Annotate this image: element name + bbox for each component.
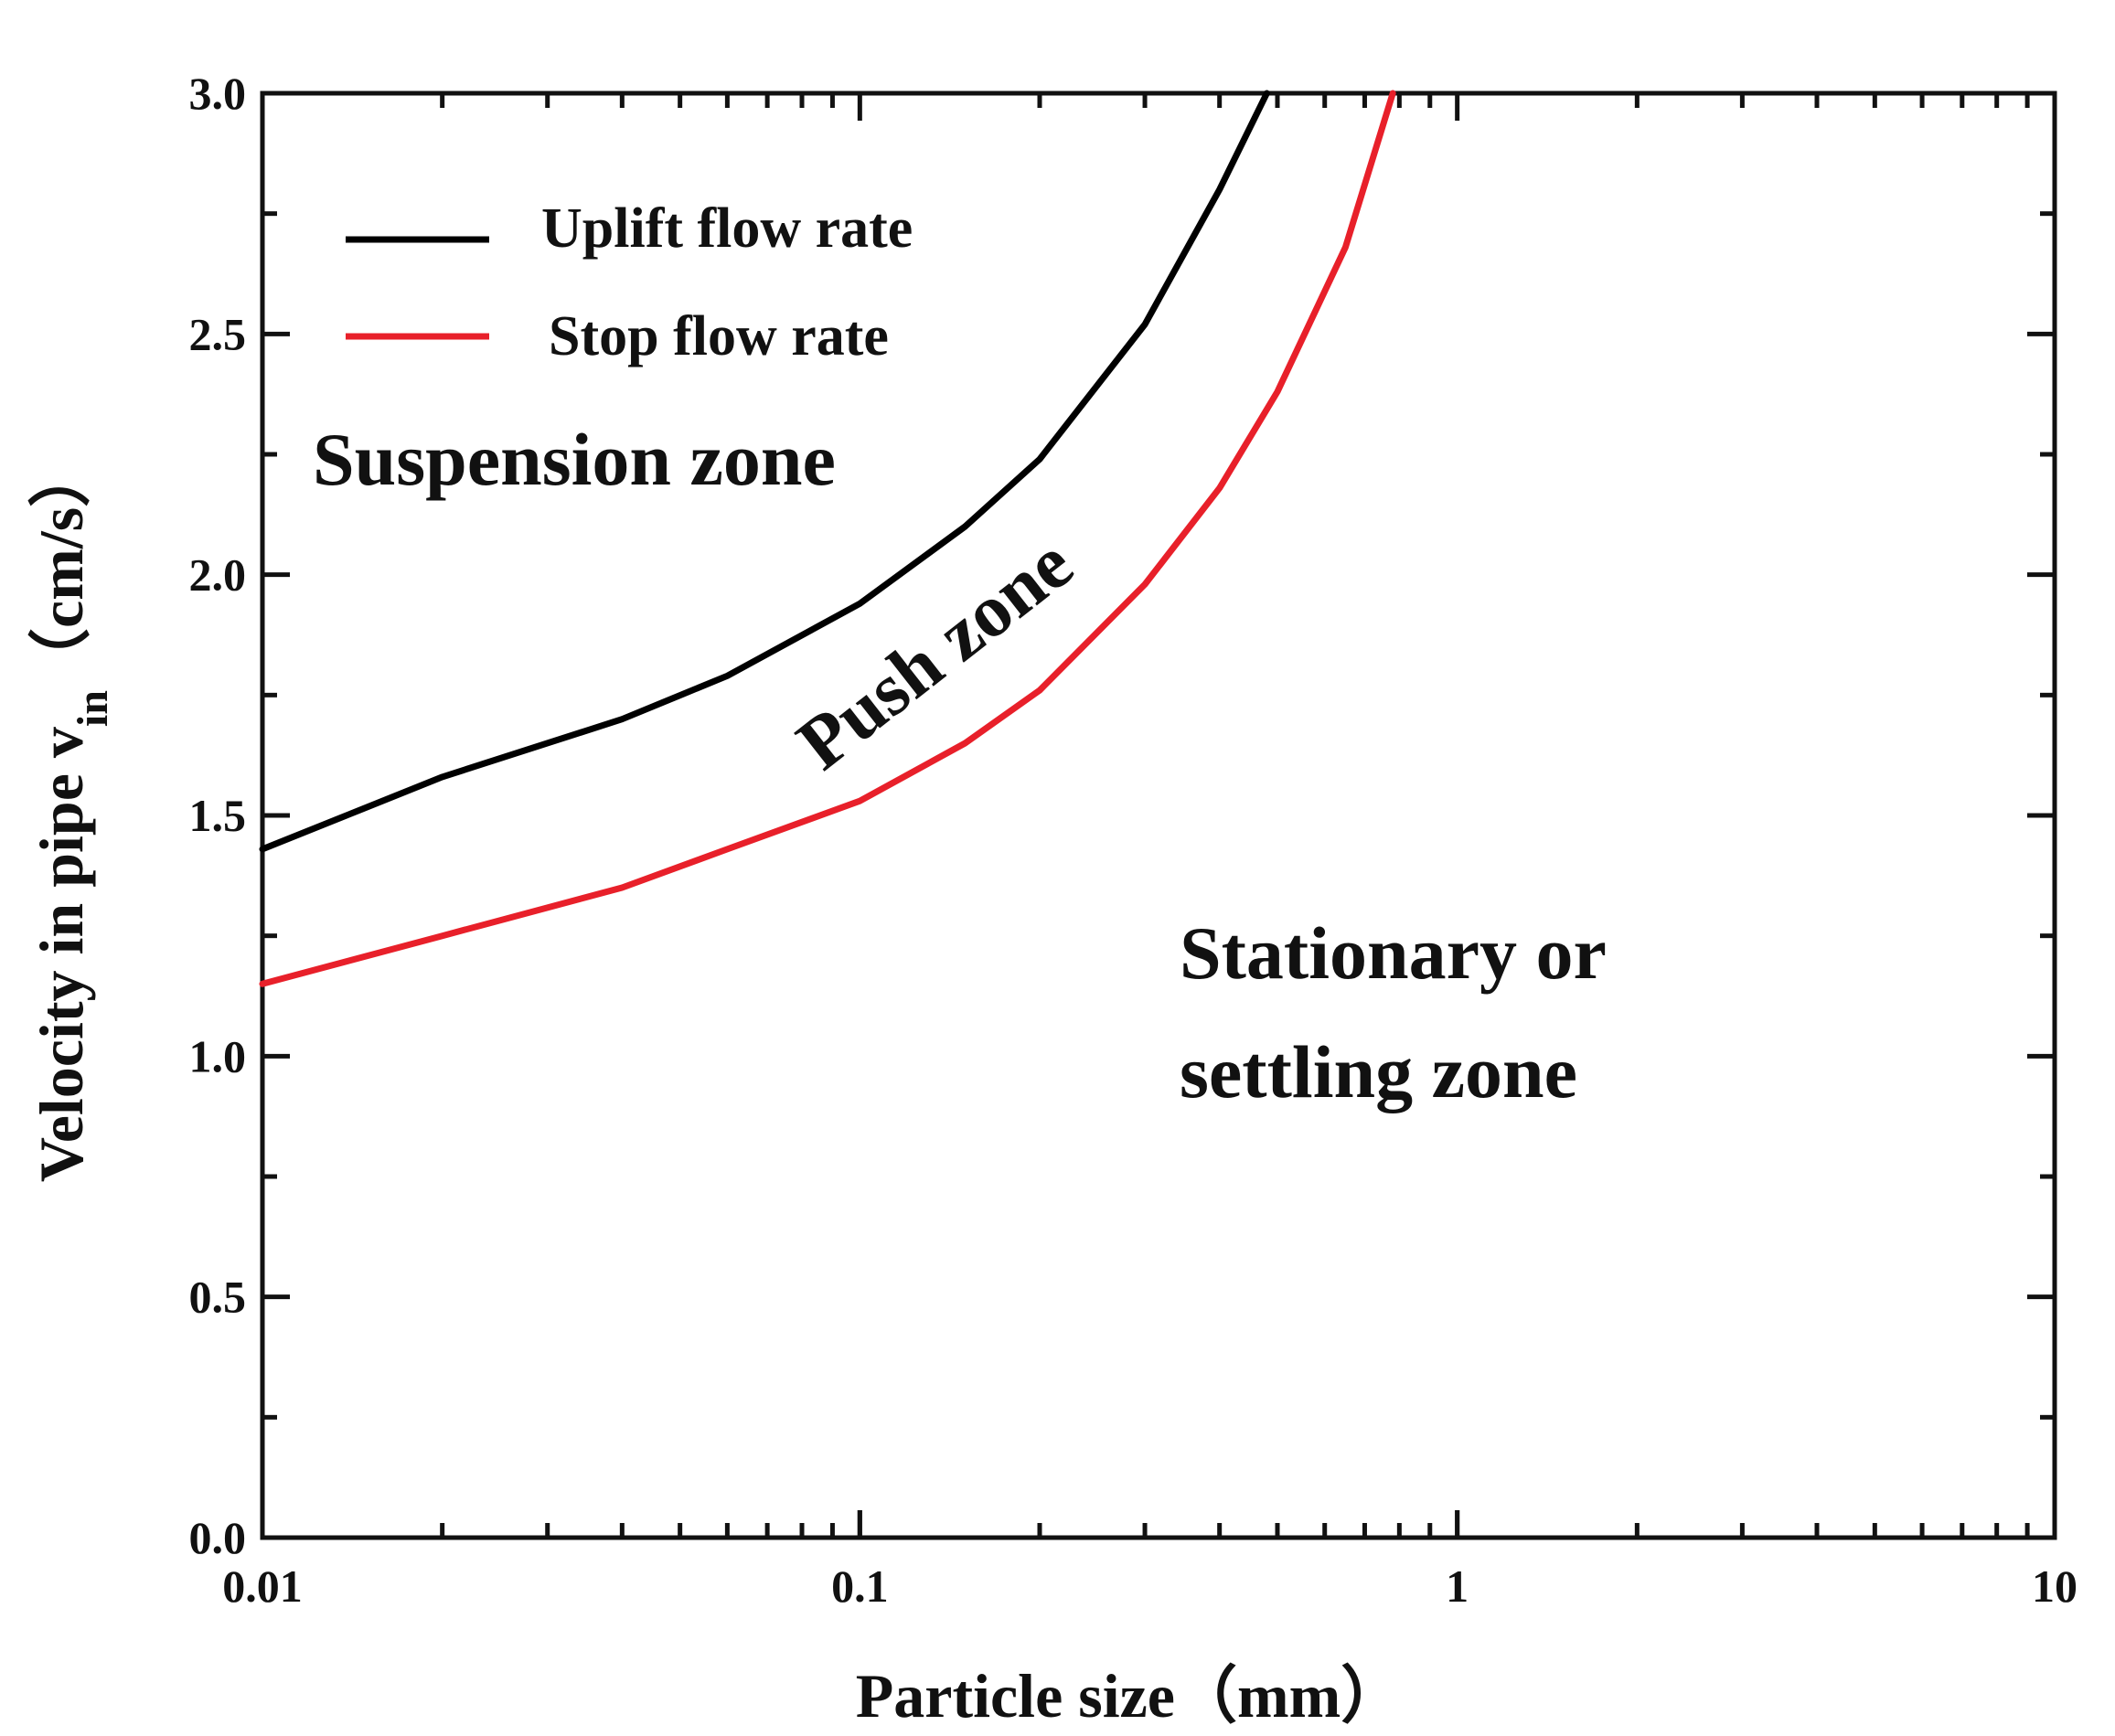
- series-layer: [259, 90, 1396, 987]
- legend-label-stop: Stop flow rate: [549, 305, 889, 367]
- ticks: [260, 91, 2057, 1540]
- y-axis-title-main: Velocity in pipe v: [27, 727, 96, 1182]
- y-axis-title-subscript: in: [69, 690, 117, 727]
- push-zone-label: Push zone: [782, 521, 1087, 785]
- y-tick-label: 0.0: [189, 1512, 247, 1563]
- x-tick-label: 0.01: [222, 1560, 303, 1612]
- stop-flow-rate-line: [259, 90, 1396, 987]
- legend-label-uplift: Uplift flow rate: [541, 197, 913, 260]
- y-tick-label: 0.5: [189, 1272, 247, 1323]
- y-tick-label: 1.5: [189, 790, 247, 841]
- tick-labels: 0.01 0.1 1 10 0.0 0.5 1.0 1.5 2.0 2.5 3.0: [189, 68, 2078, 1612]
- x-tick-label: 0.1: [831, 1560, 889, 1612]
- x-tick-label: 10: [2032, 1560, 2078, 1612]
- x-axis-title: Particle size（mm）: [856, 1661, 1404, 1731]
- y-tick-label: 3.0: [189, 68, 247, 119]
- legend: Uplift flow rate Stop flow rate: [346, 197, 913, 367]
- stationary-zone-label-line2: settling zone: [1180, 1030, 1577, 1113]
- y-tick-label: 2.0: [189, 549, 247, 601]
- y-axis-title-unit: （cm/s）: [27, 445, 96, 690]
- stationary-zone-label-line1: Stationary or: [1180, 911, 1607, 995]
- y-tick-label: 1.0: [189, 1030, 247, 1081]
- annotations: Suspension zone Push zone Stationary or …: [313, 418, 1607, 1113]
- plot-frame: [260, 91, 2057, 1540]
- y-tick-label: 2.5: [189, 308, 247, 359]
- y-axis-title: Velocity in pipe vin（cm/s）: [27, 445, 117, 1182]
- uplift-flow-rate-line: [259, 90, 1270, 853]
- suspension-zone-label: Suspension zone: [313, 418, 836, 501]
- plot-area: [260, 91, 2057, 1540]
- x-tick-label: 1: [1446, 1560, 1469, 1612]
